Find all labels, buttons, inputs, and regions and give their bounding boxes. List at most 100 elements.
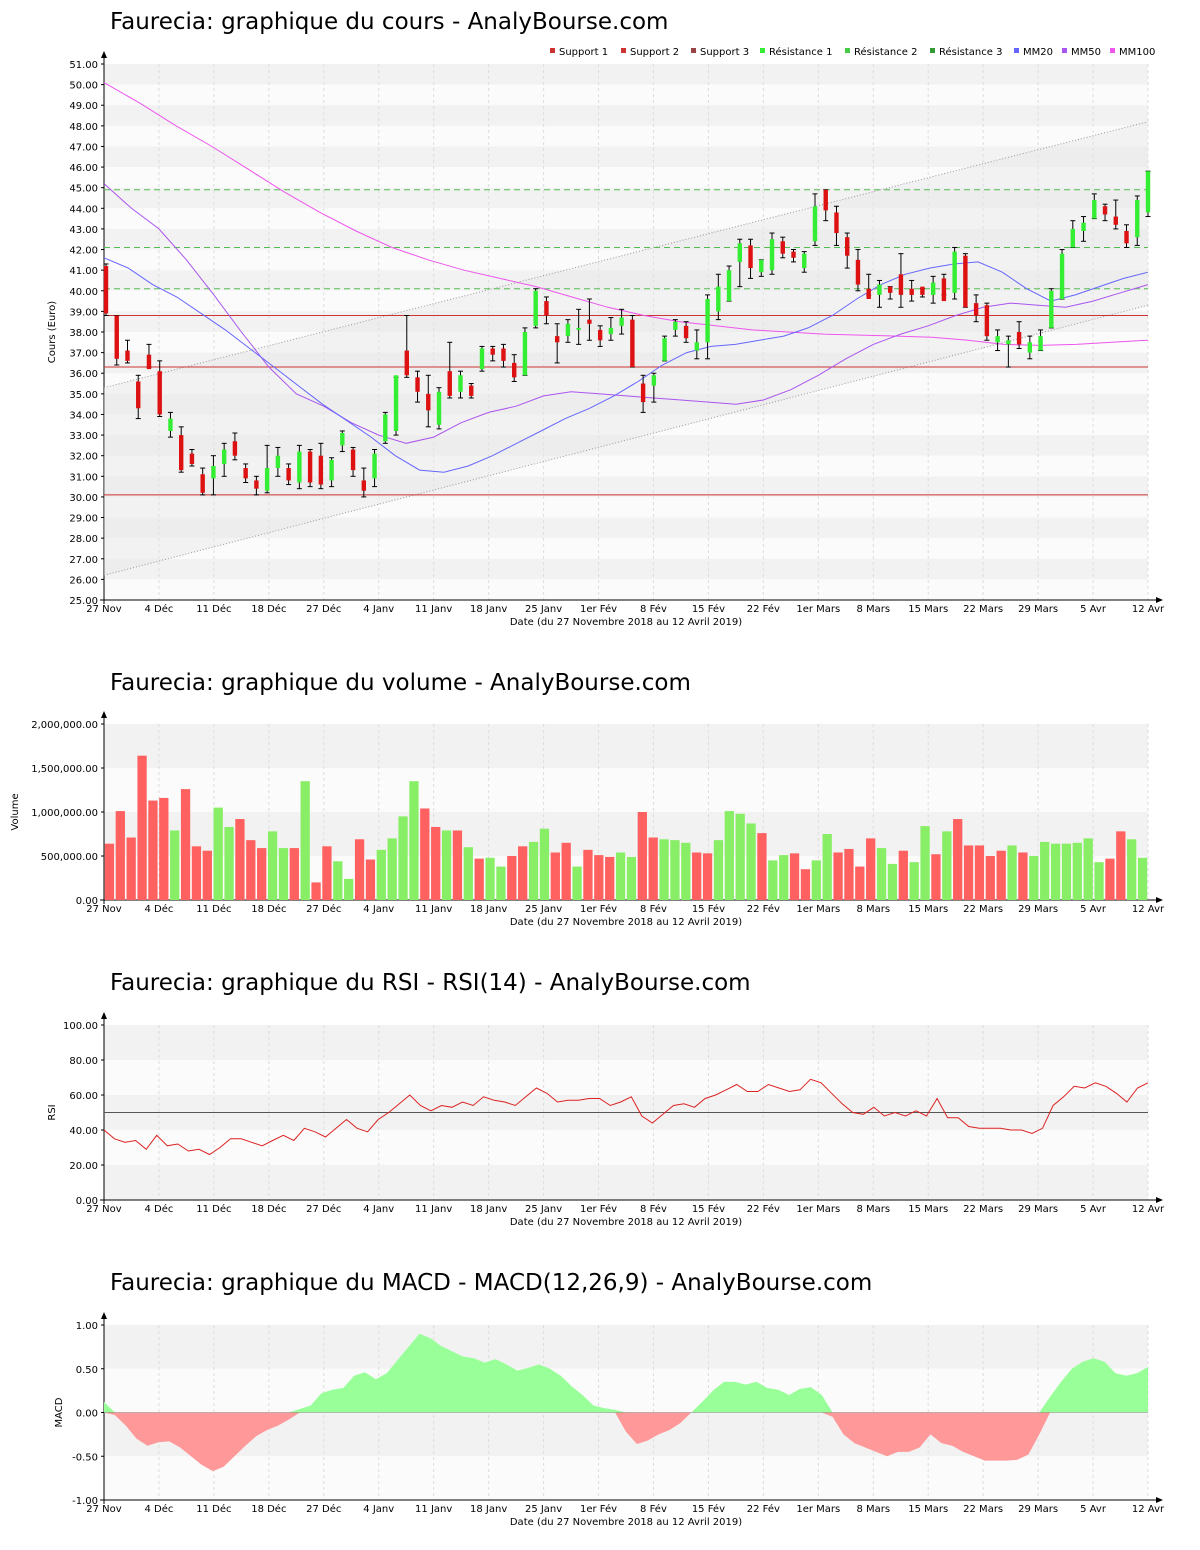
- macd-xtick-label: 8 Fév: [640, 1503, 667, 1515]
- volume-xtick-label: 1er Mars: [796, 904, 840, 915]
- candle-body: [1145, 171, 1151, 213]
- macd-xlabel: Date (du 27 Novembre 2018 au 12 Avril 20…: [510, 1517, 742, 1528]
- volume-bar: [974, 845, 985, 900]
- candle-body: [1102, 206, 1108, 215]
- volume-ytick-label: 1,000,000.00: [31, 808, 98, 819]
- volume-bar: [702, 853, 713, 900]
- price-xtick-label: 4 Janv: [363, 604, 394, 615]
- volume-xtick-label: 22 Fév: [747, 903, 780, 915]
- volume-bar: [289, 848, 299, 900]
- volume-bar: [866, 838, 876, 900]
- volume-xtick-label: 4 Janv: [363, 904, 394, 915]
- volume-band: [104, 812, 1148, 856]
- candle-body: [705, 299, 710, 343]
- volume-bar: [1061, 843, 1072, 900]
- rsi-xtick-label: 8 Fév: [640, 1203, 667, 1215]
- volume-bar: [409, 781, 419, 900]
- price-band: [104, 105, 1148, 126]
- volume-bar: [311, 882, 321, 900]
- rsi-xlabel: Date (du 27 Novembre 2018 au 12 Avril 20…: [510, 1217, 742, 1228]
- volume-bar: [1116, 831, 1126, 900]
- rsi-xtick-label: 29 Mars: [1018, 1204, 1058, 1215]
- macd-band: [104, 1456, 1148, 1500]
- volume-band: [104, 724, 1148, 768]
- price-xtick-label: 8 Fév: [640, 603, 667, 615]
- price-ytick-label: 49.00: [69, 101, 98, 112]
- volume-bar: [115, 811, 125, 900]
- price-band: [104, 579, 1148, 600]
- rsi-band: [104, 1165, 1148, 1200]
- trend-line-upper: [103, 121, 1149, 389]
- candle-body: [393, 375, 399, 431]
- price-x-arrow: [1156, 597, 1163, 603]
- candle-body: [608, 327, 614, 335]
- volume-bar: [692, 852, 702, 900]
- candle-body: [211, 466, 216, 479]
- volume-bar: [583, 849, 593, 900]
- volume-bar: [985, 856, 995, 900]
- volume-bar: [1050, 843, 1061, 900]
- candle-body: [780, 241, 785, 254]
- volume-bar: [267, 831, 278, 900]
- price-ytick-label: 43.00: [69, 225, 98, 236]
- candle-body: [544, 301, 549, 316]
- price-ytick-label: 36.00: [69, 369, 98, 380]
- volume-xtick-label: 25 Janv: [525, 904, 562, 915]
- volume-bar: [518, 846, 528, 900]
- price-ytick-label: 30.00: [69, 493, 98, 504]
- candle-body: [995, 336, 1000, 343]
- macd-x-arrow: [1156, 1497, 1163, 1503]
- candle-body: [1059, 253, 1065, 300]
- candle-body: [1016, 332, 1022, 345]
- price-band: [104, 517, 1148, 539]
- price-band: [104, 455, 1148, 477]
- volume-bar: [811, 860, 821, 900]
- price-band: [104, 125, 1148, 147]
- volume-bar: [931, 854, 941, 900]
- volume-ytick-label: 2,000,000.00: [31, 720, 98, 731]
- rsi-xtick-label: 12 Avr: [1132, 1204, 1165, 1215]
- price-xtick-label: 1er Fév: [580, 603, 617, 615]
- candle-body: [855, 259, 861, 285]
- volume-bar: [996, 850, 1006, 900]
- rsi-xtick-label: 15 Fév: [692, 1203, 725, 1215]
- price-xtick-label: 5 Avr: [1080, 604, 1107, 615]
- macd-positive-area: [104, 1333, 1148, 1413]
- volume-xtick-label: 22 Mars: [963, 904, 1003, 915]
- rsi-ytick-label: 40.00: [69, 1126, 98, 1137]
- volume-bar: [626, 856, 637, 900]
- candle-body: [973, 303, 979, 316]
- candle-body: [802, 253, 807, 269]
- candle-body: [737, 243, 742, 262]
- volume-bar: [648, 837, 658, 900]
- volume-bar: [528, 841, 539, 900]
- price-ytick-label: 46.00: [69, 163, 98, 174]
- volume-bar: [278, 848, 289, 900]
- volume-bar: [833, 852, 843, 900]
- rsi-xtick-label: 4 Déc: [144, 1203, 173, 1215]
- volume-bar: [170, 830, 180, 900]
- price-ytick-label: 44.00: [69, 204, 98, 215]
- candle-body: [479, 348, 485, 370]
- candle-body: [1081, 222, 1086, 231]
- volume-bar: [789, 853, 800, 900]
- candle-body: [662, 338, 667, 361]
- price-ytick-label: 51.00: [69, 60, 98, 71]
- rsi-xtick-label: 27 Nov: [86, 1204, 122, 1215]
- volume-bar: [1137, 857, 1148, 900]
- mm100-line: [103, 82, 1149, 346]
- volume-bar: [876, 848, 887, 900]
- candle-body: [501, 348, 506, 361]
- volume-xtick-label: 15 Mars: [908, 904, 948, 915]
- volume-bar: [180, 789, 191, 900]
- volume-bar: [594, 855, 604, 900]
- rsi-xtick-label: 1er Fév: [580, 1203, 617, 1215]
- volume-bar: [474, 858, 484, 900]
- rsi-xtick-label: 11 Janv: [415, 1204, 452, 1215]
- rsi-xtick-label: 15 Mars: [908, 1204, 948, 1215]
- volume-band: [104, 768, 1148, 812]
- volume-bar: [148, 800, 158, 900]
- volume-bar: [746, 823, 756, 900]
- macd-xtick-label: 15 Mars: [908, 1504, 948, 1515]
- candle-body: [716, 286, 721, 312]
